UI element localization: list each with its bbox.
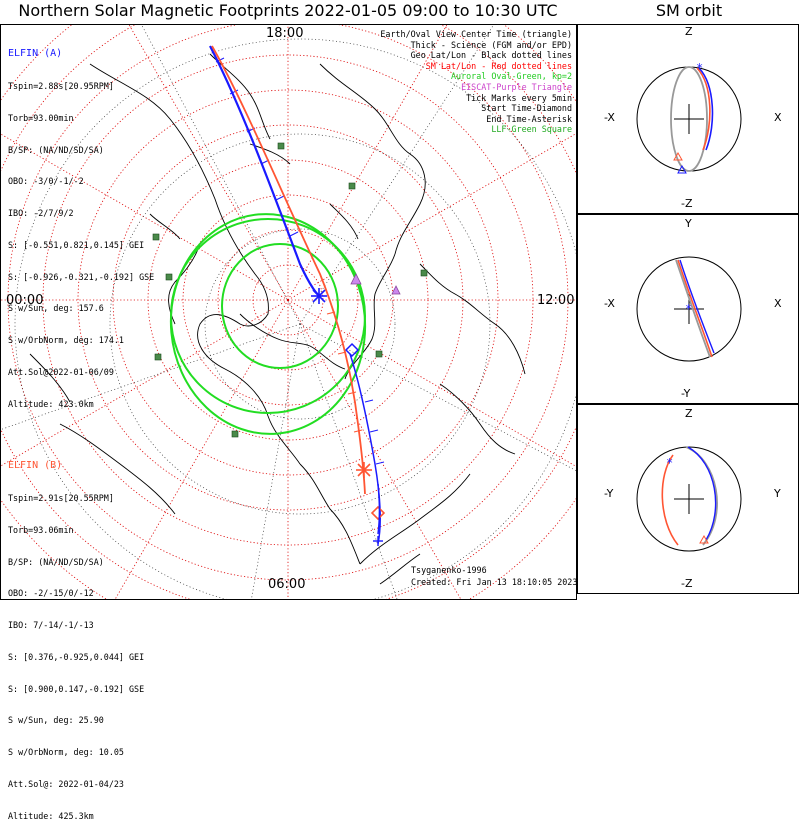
orbit1-right-label: X: [774, 111, 782, 124]
time-label-bottom: 06:00: [268, 577, 306, 592]
time-label-top: 18:00: [266, 26, 304, 41]
time-label-left: 00:00: [6, 293, 44, 308]
created-timestamp: Created: Fri Jan 13 18:10:05 2023: [411, 577, 578, 587]
elfin-a-bottom-asterisk: [373, 536, 383, 546]
orbit-plot-yz: *: [636, 446, 742, 552]
orbit2-right-label: X: [774, 297, 782, 310]
elfin-b-line: S: [0.900,0.147,-0.192] GSE: [8, 683, 145, 694]
orbit-title: SM orbit: [655, 1, 723, 20]
elfin-a-info: ELFIN (A) Tspin=2.88s[20.95RPM] Torb=93.…: [8, 28, 154, 420]
elfin-b-bottom-segment: [377, 483, 381, 535]
elfin-b-line: IBO: 7/-14/-1/-13: [8, 620, 94, 631]
svg-text:*: *: [696, 61, 703, 75]
legend-item: Start Time-Diamond: [481, 103, 572, 114]
eiscat-markers: [350, 273, 401, 295]
orbit1-bottom-label: -Z: [681, 197, 693, 210]
orbit-panel-xz: * Z -Z -X X: [577, 24, 799, 214]
elfin-b-line: OBO: -2/-15/0/-12: [8, 588, 94, 599]
svg-text:*: *: [666, 456, 673, 470]
elfin-a-line: IBO: -2/7/9/2: [8, 208, 74, 219]
orbit3-top-label: Z: [685, 407, 693, 420]
plot-title: Northern Solar Magnetic Footprints 2022-…: [18, 1, 558, 20]
orbit-plot-xy: *: [636, 256, 742, 362]
time-label-right: 12:00: [537, 293, 575, 308]
elfin-b-line: Altitude: 425.3km: [8, 810, 94, 821]
elfin-a-line: OBO: -3/0/-1/-2: [8, 176, 84, 187]
elfin-b-line: Tspin=2.91s[20.55RPM]: [8, 492, 114, 503]
geo-longitude-grid: [1, 25, 576, 599]
elfin-b-track: [211, 45, 366, 495]
legend-item: EISCAT-Purple Triangle: [461, 81, 572, 92]
legend-item: Thick - Science (FGM and/or EPD): [410, 39, 572, 50]
elfin-a-name: ELFIN (A): [8, 48, 63, 60]
elfin-b-ticks: [326, 311, 363, 433]
svg-text:*: *: [685, 302, 692, 316]
elfin-a-line: Altitude: 423.0km: [8, 398, 94, 409]
model-credit: Tsyganenko-1996: [411, 565, 487, 575]
elfin-b-info: ELFIN (B) Tspin=2.91s[20.55RPM] Torb=93.…: [8, 440, 144, 832]
legend: Earth/Oval View Center Time (triangle) T…: [380, 29, 572, 135]
orbit1-top-label: Z: [685, 25, 693, 38]
elfin-b-line: S w/OrbNorm, deg: 10.05: [8, 747, 124, 758]
orbit3-right-label: Y: [774, 487, 781, 500]
elfin-b-start-diamond: [370, 505, 386, 521]
legend-item: Geo Lat/Lon - Black dotted lines: [410, 50, 572, 61]
auroral-oval: [169, 213, 367, 435]
geo-latitude-grid: [14, 38, 576, 599]
elfin-b-end-asterisk: [356, 462, 372, 478]
legend-item: SM Lat/Lon - Red dotted lines: [425, 60, 572, 71]
elfin-a-line: S w/OrbNorm, deg: 174.1: [8, 335, 124, 346]
elfin-a-end-asterisk: [311, 288, 327, 304]
elfin-b-line: B/SP: (NA/ND/SD/SA): [8, 556, 104, 567]
elfin-a-line: S w/Sun, deg: 157.6: [8, 303, 104, 314]
legend-item: Tick Marks every 5min: [466, 92, 572, 103]
sm-longitude-grid: [1, 25, 576, 599]
legend-item: Earth/Oval View Center Time (triangle): [380, 29, 572, 39]
legend-item: Auroral Oval-Green, kp=2: [450, 71, 572, 82]
orbit2-left-label: -X: [604, 297, 615, 310]
elfin-a-line: Tspin=2.88s[20.95RPM]: [8, 80, 114, 91]
elfin-a-line: Torb=93.00min: [8, 112, 74, 123]
orbit-panel-yz: * Z -Z -Y Y: [577, 404, 799, 594]
orbit1-left-label: -X: [604, 111, 615, 124]
orbit3-left-label: -Y: [604, 487, 614, 500]
elfin-b-line: S: [0.376,-0.925,0.044] GEI: [8, 651, 145, 662]
elfin-a-line: S: [-0.551,0.821,0.145] GEI: [8, 239, 145, 250]
legend-item: End Time-Asterisk: [486, 113, 572, 124]
map-frame: [0, 24, 577, 600]
elfin-a-track: [209, 45, 321, 298]
orbit2-bottom-label: -Y: [681, 387, 691, 400]
legend-item: LLF-Green Square: [491, 124, 572, 135]
orbit2-top-label: Y: [685, 217, 692, 230]
footprint-map: [0, 24, 577, 600]
orbit-plot-xz: *: [636, 61, 742, 174]
elfin-a-start-diamond: [344, 342, 360, 358]
elfin-b-line: S w/Sun, deg: 25.90: [8, 715, 104, 726]
elfin-b-line: Att.Sol@: 2022-01-04/23: [8, 779, 124, 789]
elfin-a-line: Att.Sol@2022-01-06/09: [8, 367, 114, 377]
elfin-b-name: ELFIN (B): [8, 460, 63, 472]
elfin-a-line: S: [-0.926,-0.321,-0.192] GSE: [8, 271, 155, 282]
elfin-a-line: B/SP: (NA/ND/SD/SA): [8, 144, 104, 155]
elfin-a-track-2: [349, 353, 381, 545]
orbit3-bottom-label: -Z: [681, 577, 693, 590]
orbit-panel-xy: * Y -Y -X X: [577, 214, 799, 404]
llf-markers: [152, 142, 428, 438]
elfin-b-line: Torb=93.06min: [8, 524, 74, 535]
